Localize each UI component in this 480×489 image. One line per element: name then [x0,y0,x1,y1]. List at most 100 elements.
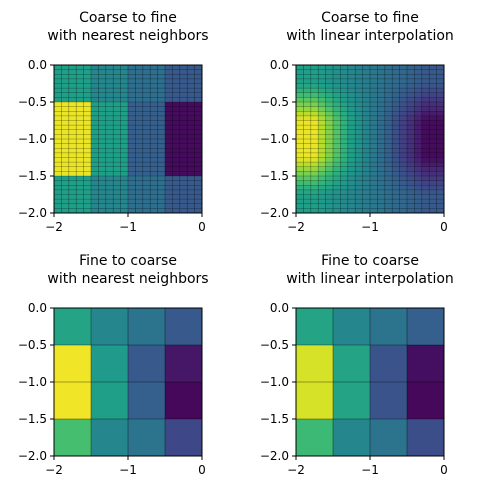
heatmap-cell [436,208,445,214]
heatmap-cell [113,88,121,94]
heatmap-cell [318,102,326,108]
heatmap-cell [98,78,107,84]
heatmap-cell [333,143,341,149]
heatmap-cell [370,189,378,195]
heatmap-cell [187,199,195,205]
heatmap-cell [179,180,188,186]
heatmap-cell [340,148,349,154]
heatmap-cell [370,102,378,108]
heatmap-cell [194,203,203,209]
heatmap-cell [98,176,107,182]
heatmap-cell [340,88,349,94]
heatmap-cell [355,194,363,200]
heatmap-cell [165,345,203,383]
heatmap-cell [83,208,92,214]
heatmap-cell [91,189,99,195]
heatmap-cell [303,176,312,182]
heatmap-cell [310,152,319,158]
heatmap-cell [179,194,188,200]
heatmap-cell [91,308,129,346]
heatmap-cell [68,139,77,145]
heatmap-cell [105,208,114,214]
heatmap-cell [172,134,181,140]
heatmap-cell [83,157,92,163]
heatmap-cell [340,102,349,108]
heatmap-cell [392,78,400,84]
heatmap-cell [325,125,334,131]
heatmap-cell [392,129,400,135]
heatmap-cell [325,180,334,186]
heatmap-cell [150,97,158,103]
heatmap-cell [303,129,312,135]
heatmap-cell [157,180,166,186]
heatmap-cell [303,111,312,117]
heatmap-cell [128,171,136,177]
heatmap-cell [399,176,408,182]
heatmap-cell [98,92,107,98]
heatmap-cell [61,74,70,80]
heatmap-cell [172,185,181,191]
heatmap-cell [61,111,70,117]
heatmap-cell [421,106,430,112]
heatmap-cell [421,69,430,75]
heatmap-cell [165,162,173,168]
panel-fine-to-coarse-linear: Fine to coarse with linear interpolation… [260,253,454,477]
heatmap-cell [310,83,319,89]
heatmap-cell [355,199,363,205]
heatmap-cell [76,83,84,89]
heatmap-cell [384,194,393,200]
heatmap-cell [333,106,341,112]
heatmap-cell [407,308,445,346]
heatmap-cell [113,199,121,205]
heatmap-cell [340,199,349,205]
heatmap-cell [392,152,400,158]
heatmap-cell [135,176,144,182]
heatmap-cell [68,157,77,163]
heatmap-cell [370,65,378,71]
heatmap-cell [421,185,430,191]
heatmap-cell [105,143,114,149]
heatmap-cell [303,157,312,163]
heatmap-cell [384,120,393,126]
y-tick-label: −0.5 [18,338,47,352]
heatmap-cell [54,134,62,140]
heatmap-cell [421,92,430,98]
heatmap-cell [296,69,304,75]
heatmap-cell [429,189,437,195]
heatmap-cell [407,171,415,177]
heatmap-cell [76,166,84,172]
heatmap-cell [362,69,371,75]
heatmap-cell [429,208,437,214]
heatmap-cell [296,180,304,186]
heatmap-cell [61,69,70,75]
heatmap-cell [172,162,181,168]
heatmap-cell [128,125,136,131]
heatmap-cell [105,102,114,108]
heatmap-cell [384,139,393,145]
x-tick-label: 0 [198,220,206,234]
y-tick-label: −1.5 [18,169,47,183]
heatmap-cell [128,83,136,89]
heatmap-cell [165,125,173,131]
heatmap-cell [61,194,70,200]
heatmap-cell [157,199,166,205]
heatmap-cell [54,148,62,154]
heatmap-cell [165,115,173,121]
heatmap-cell [76,203,84,209]
heatmap-cell [392,176,400,182]
heatmap-cell [377,65,386,71]
heatmap-cell [120,120,129,126]
heatmap-cell [120,176,129,182]
heatmap-cell [355,106,363,112]
heatmap-cell [68,106,77,112]
heatmap-cell [370,134,378,140]
heatmap-cell [303,208,312,214]
heatmap-cell [377,102,386,108]
heatmap-cell [414,157,423,163]
heatmap-cell [76,189,84,195]
heatmap-cell [172,166,181,172]
heatmap-cell [68,65,77,71]
heatmap-cell [61,97,70,103]
heatmap-cell [399,115,408,121]
heatmap-cell [436,69,445,75]
